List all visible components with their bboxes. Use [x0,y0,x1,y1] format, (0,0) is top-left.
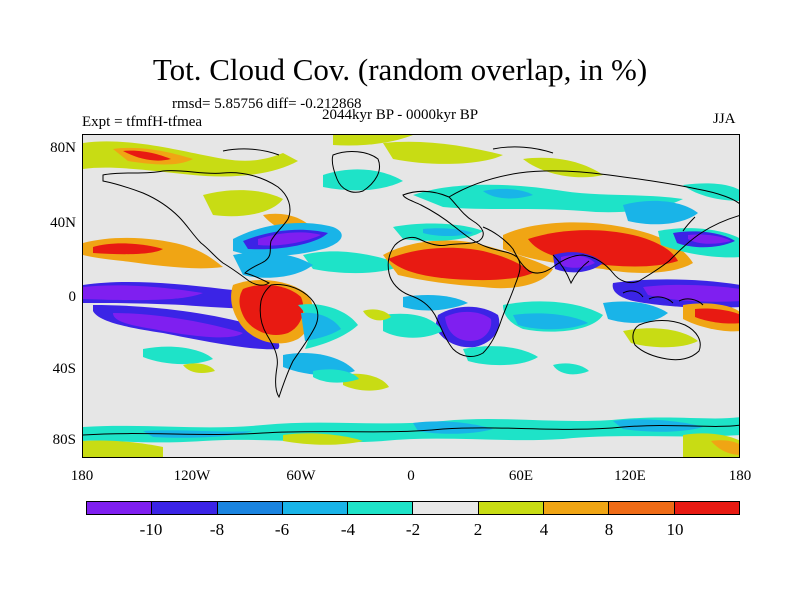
colorbar-label: 8 [604,520,614,539]
lon-label-120w: 120W [173,468,211,484]
lon-label-60e: 60E [508,468,534,484]
season-label: JJA [713,111,736,127]
lon-label-0: 0 [407,468,415,484]
lat-label-80n: 80N [50,140,76,156]
colorbar-swatch [217,502,283,514]
lon-label-120e: 120E [614,468,646,484]
lon-label-60w: 60W [286,468,316,484]
map-title: Tot. Cloud Cov. (random overlap, in %) [152,52,648,87]
period-label: 2044kyr BP - 0000kyr BP [322,107,479,123]
colorbar-label: -6 [274,520,290,539]
lon-label-180w: 180 [70,468,94,484]
map-canvas [83,135,739,457]
experiment-label: Expt = tfmfH-tfmea [82,114,203,130]
colorbar [86,501,740,515]
colorbar-swatch [478,502,545,514]
stats-label: rmsd= 5.85756 diff= -0.212868 [172,96,362,112]
colorbar-swatch [609,502,675,514]
lat-label-0: 0 [68,289,77,305]
lat-label-40n: 40N [50,215,76,231]
colorbar-swatch [348,502,414,514]
colorbar-label: 2 [473,520,483,539]
lon-label-180e: 180 [728,468,752,484]
colorbar-swatch [544,502,610,514]
colorbar-label: -8 [209,520,225,539]
colorbar-label: -10 [139,520,163,539]
colorbar-label: 4 [539,520,549,539]
colorbar-swatch [413,502,479,514]
lat-label-40s: 40S [52,361,76,377]
cloud-anomaly-map [82,134,740,458]
colorbar-swatch [674,502,739,514]
colorbar-label: -4 [340,520,356,539]
colorbar-label: -2 [405,520,421,539]
colorbar-swatch [87,502,153,514]
colorbar-swatch [282,502,349,514]
colorbar-swatch [152,502,218,514]
lat-label-80s: 80S [52,432,76,448]
colorbar-label: 10 [666,520,684,539]
